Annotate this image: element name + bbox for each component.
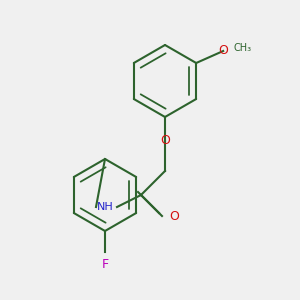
Text: F: F [101,257,109,271]
Text: CH₃: CH₃ [234,43,252,53]
Text: O: O [160,134,170,148]
Text: O: O [218,44,228,58]
Text: O: O [169,209,179,223]
Text: NH: NH [97,202,113,212]
